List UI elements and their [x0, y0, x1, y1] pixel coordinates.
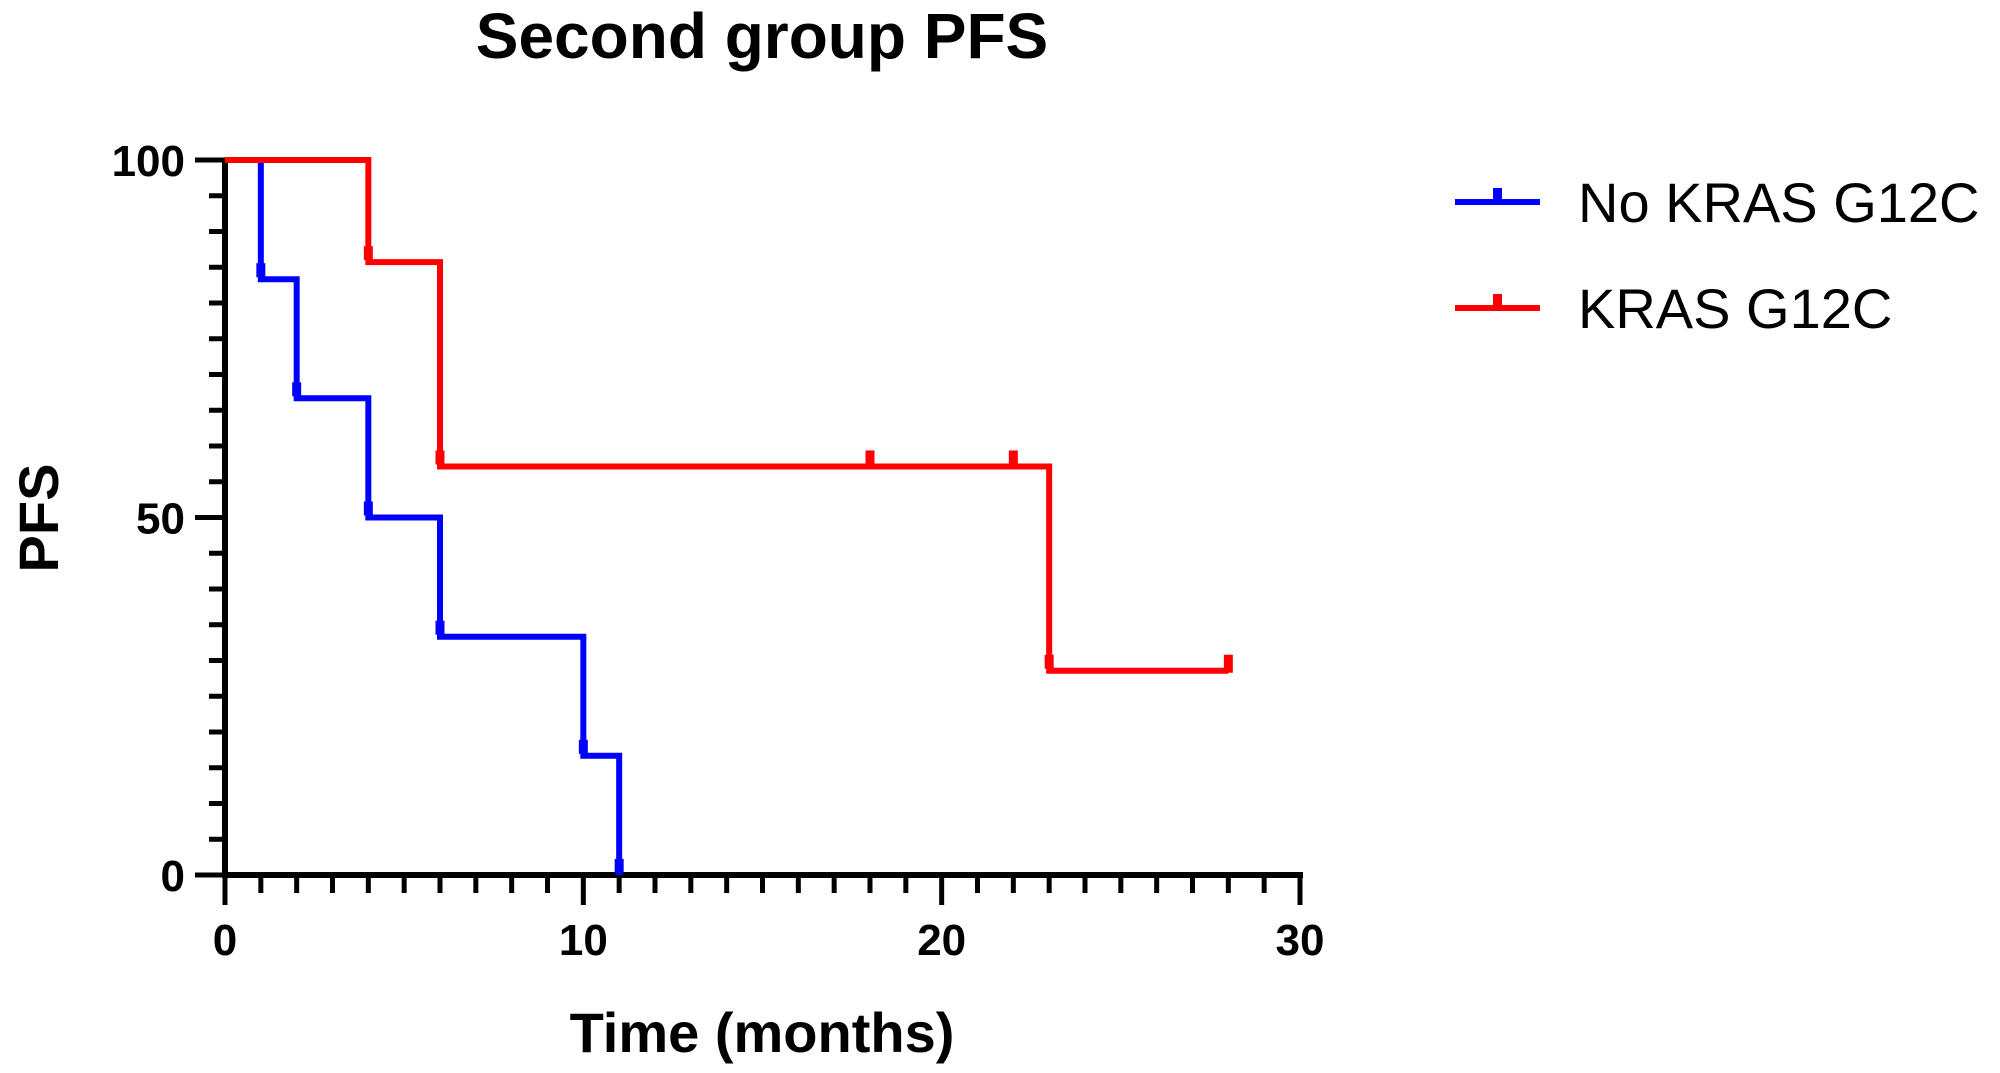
legend: No KRAS G12C KRAS G12C	[1455, 171, 1980, 340]
x-tick-label: 10	[559, 916, 608, 965]
chart-title: Second group PFS	[476, 0, 1048, 72]
x-tick-label: 30	[1276, 916, 1325, 965]
legend-label: No KRAS G12C	[1578, 171, 1980, 234]
axes: 0 10 20 30 0 50 100	[112, 137, 1325, 965]
series-0	[225, 157, 624, 875]
legend-item-0: No KRAS G12C	[1455, 171, 1980, 234]
y-tick-label: 100	[112, 137, 185, 186]
series-1	[225, 157, 1233, 674]
x-tick-label: 0	[213, 916, 237, 965]
y-axis-title: PFS	[7, 464, 70, 573]
x-axis-title: Time (months)	[570, 1001, 955, 1064]
y-tick-label: 50	[136, 495, 185, 544]
survival-curves	[225, 157, 1233, 875]
legend-item-1: KRAS G12C	[1455, 277, 1892, 340]
legend-label: KRAS G12C	[1578, 277, 1892, 340]
y-tick-label: 0	[161, 852, 185, 901]
step-curve	[225, 157, 623, 875]
x-tick-label: 20	[917, 916, 966, 965]
step-curve	[225, 157, 1229, 674]
